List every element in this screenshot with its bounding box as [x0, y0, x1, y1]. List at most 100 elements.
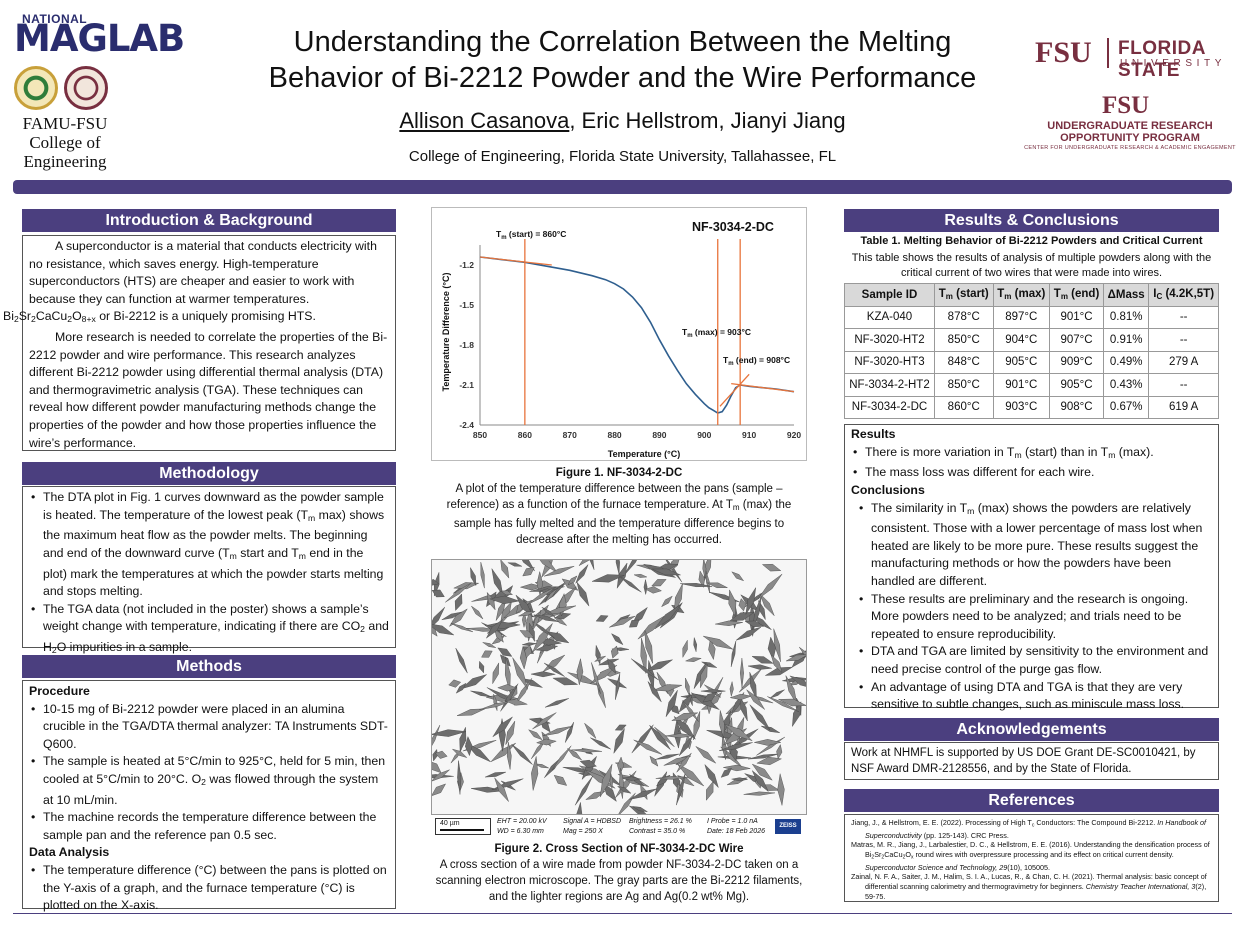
- sem-filament: [700, 663, 708, 689]
- sem-filament: [486, 591, 496, 611]
- conclusion-bullet-3: DTA and TGA are limited by sensitivity t…: [851, 643, 1212, 678]
- table-cell: 907°C: [1049, 328, 1105, 352]
- procedure-step-2: The sample is heated at 5°C/min to 925°C…: [29, 753, 389, 809]
- acknowledgements-text: Work at NHMFL is supported by US DOE Gra…: [844, 742, 1219, 780]
- sem-filament: [744, 620, 765, 628]
- sem-filament: [578, 560, 590, 566]
- dta-chart: 850 860 870 880 890 900 910 920 -1.2 -1.5 -1.8 -2.1…: [441, 220, 801, 459]
- result-bullet-1: There is more variation in Tm (start) th…: [851, 444, 1212, 465]
- sem-filament: [512, 657, 528, 690]
- sem-filament: [621, 776, 642, 781]
- sem-filament: [522, 567, 535, 577]
- sem-filament: [792, 701, 802, 728]
- x-tick-label: 890: [652, 430, 666, 440]
- table-cell: 850°C: [933, 373, 994, 397]
- sem-filament: [756, 756, 783, 766]
- dta-chart-frame: 850 860 870 880 890 900 910 920 -1.2 -1.5 -1.8 -2.1…: [431, 207, 807, 461]
- table-cell: 904°C: [992, 328, 1051, 352]
- sem-date: Date: 18 Feb 2026: [707, 828, 765, 835]
- sem-filament: [799, 646, 806, 658]
- urop-logo: UNDERGRADUATE RESEARCH OPPORTUNITY PROGR…: [1047, 120, 1213, 144]
- table-cell: 848°C: [933, 350, 994, 374]
- table-cell: 0.67%: [1103, 395, 1150, 419]
- table-cell: 279 A: [1148, 350, 1219, 374]
- sem-filament: [640, 638, 647, 674]
- sem-filament: [619, 575, 642, 593]
- sem-filament: [534, 644, 559, 652]
- conclusion-bullet-1: The similarity in Tm (max) shows the pow…: [851, 500, 1212, 591]
- sem-filament: [655, 753, 680, 760]
- tangent-line: [479, 256, 552, 266]
- sem-filament: [454, 593, 463, 611]
- sem-filament: [494, 777, 509, 802]
- sem-filament: [530, 671, 556, 678]
- sem-filament: [702, 692, 717, 703]
- sem-filament: [470, 567, 477, 586]
- sem-filament: [461, 674, 487, 689]
- sem-filament: [541, 607, 556, 618]
- sem-filament: [599, 764, 613, 798]
- sem-filament: [708, 638, 716, 661]
- y-tick-label: -2.1: [459, 380, 474, 390]
- sem-wd: WD = 6.30 mm: [497, 828, 544, 835]
- table-cell: 0.91%: [1103, 328, 1150, 352]
- sem-filament: [432, 724, 441, 746]
- sem-filament: [561, 578, 579, 591]
- sem-mag: Mag = 250 X: [563, 828, 603, 835]
- sem-filament: [552, 745, 572, 771]
- sem-filament: [738, 598, 747, 612]
- sem-filament: [693, 711, 701, 741]
- sem-filament: [747, 664, 772, 670]
- sem-filament: [661, 595, 673, 608]
- y-tick-label: -1.8: [459, 340, 474, 350]
- sem-filament: [665, 733, 695, 739]
- procedure-heading: Procedure: [29, 684, 90, 698]
- sem-filament: [432, 579, 440, 586]
- sem-filament: [609, 615, 636, 628]
- table-header-row: Sample ID Tm (start) Tm (max) Tm (end) Δ…: [844, 283, 1219, 307]
- chart-x-label: Temperature (°C): [608, 449, 680, 459]
- sem-filament: [542, 725, 573, 737]
- sem-filament: [698, 570, 705, 588]
- sem-filament: [450, 623, 474, 633]
- sem-filament: [731, 571, 745, 582]
- sem-filament: [739, 695, 748, 722]
- results-box: Results There is more variation in Tm (s…: [844, 424, 1219, 711]
- sem-filament: [585, 791, 606, 800]
- sem-filament: [739, 657, 744, 689]
- table-1-description: This table shows the results of analysis…: [851, 252, 1212, 279]
- sem-filament: [497, 684, 518, 692]
- poster-title: Understanding the Correlation Between th…: [268, 26, 977, 94]
- sem-info-bar: 40 µm EHT = 20.00 kV WD = 6.30 mm Signal…: [431, 814, 807, 838]
- annotation-tm-start: Tm (start) = 860°C: [496, 229, 566, 241]
- acknowledgements-heading: Acknowledgements: [844, 718, 1219, 741]
- sem-filament: [589, 560, 595, 570]
- intro-paragraph-1: A superconductor is a material that cond…: [3, 239, 377, 325]
- sem-filament: [700, 661, 718, 668]
- table-cell: 901°C: [992, 373, 1051, 397]
- sem-filament: [533, 614, 559, 622]
- sem-filament: [497, 647, 513, 657]
- sem-filament: [534, 763, 549, 769]
- sem-filament: [676, 752, 692, 773]
- table-cell: 901°C: [1049, 305, 1105, 329]
- sem-filament: [448, 679, 462, 688]
- column-header-tm-end: Tm (end): [1049, 283, 1105, 307]
- sem-filament: [749, 704, 771, 731]
- sem-filament: [647, 681, 662, 703]
- results-table: Sample ID Tm (start) Tm (max) Tm (end) Δ…: [844, 283, 1219, 419]
- sem-filament: [591, 574, 625, 583]
- procedure-step-1: 10-15 mg of Bi-2212 powder were placed i…: [29, 701, 389, 754]
- table-cell: NF-3034-2-DC: [844, 395, 935, 419]
- sem-filament: [567, 575, 578, 586]
- figure-1-text: A plot of the temperature difference bet…: [446, 483, 792, 546]
- fsu-logo: FSU: [1035, 36, 1092, 69]
- sem-filament: [553, 775, 568, 786]
- sem-filament: [505, 720, 516, 745]
- sem-filament: [441, 611, 463, 620]
- urop-subtitle: CENTER FOR UNDERGRADUATE RESEARCH & ACAD…: [1024, 145, 1236, 151]
- figure-2-caption: Figure 2. Cross Section of NF-3034-2-DC …: [431, 841, 807, 905]
- sem-filament: [761, 725, 780, 733]
- sem-filament: [630, 658, 659, 681]
- sem-filament: [720, 767, 732, 778]
